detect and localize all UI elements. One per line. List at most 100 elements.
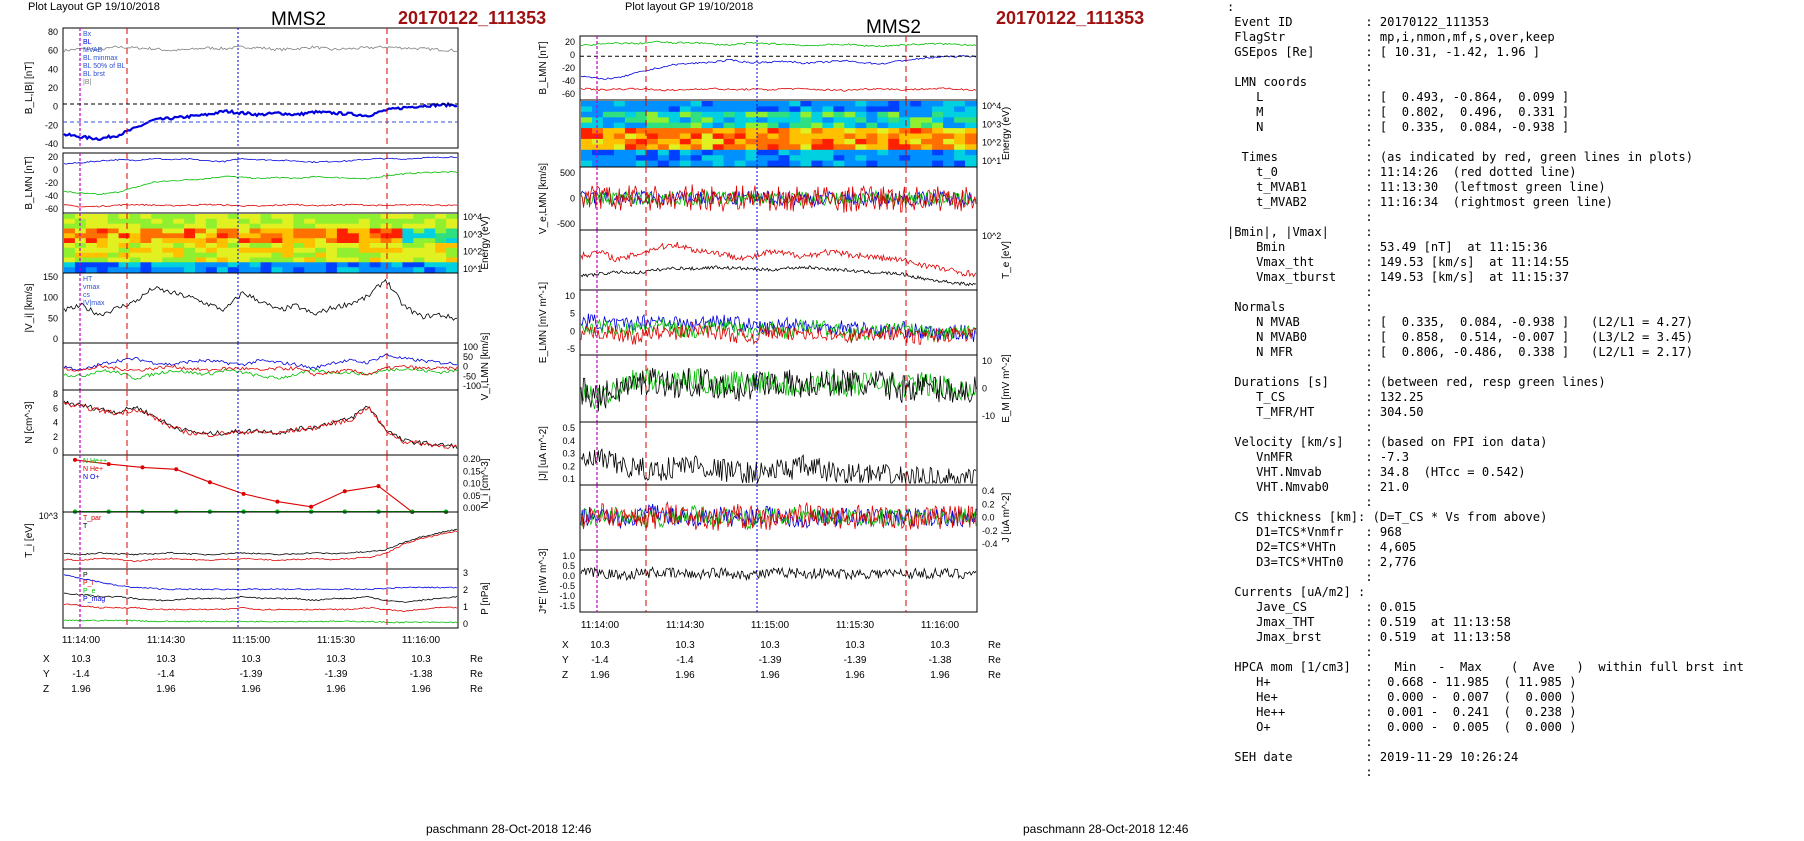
spectrogram-cell	[293, 238, 305, 244]
legend-entry: BL brst	[83, 71, 105, 78]
spectrogram-cell	[413, 214, 425, 220]
spectrogram-cell	[260, 214, 272, 220]
y-axis-label: P [nPa]	[480, 582, 491, 615]
spectrogram-cell	[336, 223, 349, 230]
spectrogram-cell	[118, 218, 131, 225]
spectrogram-cell	[402, 223, 414, 230]
spectrogram-cell	[151, 252, 163, 259]
spectrogram-cell	[701, 155, 714, 162]
spectrogram-cell	[624, 128, 637, 135]
spectrogram-cell	[64, 238, 76, 244]
spectrogram-cell	[866, 160, 878, 167]
spectrogram-cell	[932, 160, 944, 167]
spectrogram-cell	[613, 144, 626, 151]
spectrogram-cell	[954, 122, 966, 129]
spectrogram-cell	[789, 128, 802, 135]
y-tick-label: 10^1	[982, 156, 1001, 166]
spectrogram-cell	[833, 144, 845, 151]
spectrogram-cell	[965, 138, 977, 145]
spectrogram-cell	[778, 144, 791, 151]
spectrogram-cell	[238, 267, 251, 273]
spectrogram-cell	[227, 247, 240, 254]
spectrogram-cell	[932, 144, 944, 151]
spectrogram-cell	[888, 128, 900, 135]
spectrogram-cell	[635, 149, 648, 156]
spectrogram-cell	[855, 111, 867, 118]
spectrogram-cell	[723, 122, 736, 129]
spectrogram-cell	[668, 149, 681, 156]
spectrogram-cell	[315, 238, 327, 244]
spectrogram-cell	[358, 228, 371, 234]
spectrogram-cell	[64, 252, 76, 259]
spectrogram-cell	[271, 228, 283, 234]
spectrogram-cell	[800, 111, 812, 118]
y-tick-label: 0.1	[562, 474, 575, 484]
spectrogram-cell	[822, 138, 834, 145]
spectrogram-cell	[129, 238, 141, 244]
spectrogram-cell	[74, 262, 87, 268]
spectrogram-cell	[613, 133, 626, 140]
series-line	[580, 184, 977, 213]
spectrogram-cell	[592, 138, 604, 145]
spectrogram-cell	[293, 267, 305, 273]
right-panel-7: 0.5 0.4 0.3 0.2 0.1 |J| [uA m^-2]	[538, 421, 978, 486]
spectrogram-cell	[424, 243, 436, 249]
spectrogram-cell	[910, 133, 922, 140]
spectrogram-cell	[910, 101, 922, 107]
spectrogram-cell	[756, 111, 769, 118]
spectrogram-cell	[391, 228, 403, 234]
spectrogram-cell	[107, 257, 120, 263]
spectrogram-cell	[315, 223, 327, 230]
spectrogram-cell	[282, 247, 294, 254]
spectrogram-cell	[358, 218, 371, 225]
pos-unit: Re	[988, 670, 1001, 681]
series-|B|	[63, 45, 458, 53]
spectrogram-cell	[129, 218, 141, 225]
spectrogram-cell	[811, 117, 823, 124]
spectrogram-cell	[413, 233, 425, 239]
spectrogram-cell	[195, 252, 207, 259]
y-tick-label: 10	[982, 356, 992, 366]
spectrogram-cell	[249, 228, 262, 234]
spectrogram-cell	[107, 247, 120, 254]
spectrogram-cell	[64, 233, 76, 239]
spectrogram-cell	[822, 144, 834, 151]
spectrogram-cell	[877, 122, 889, 129]
y-tick-label: 8	[53, 389, 58, 399]
series-line	[580, 318, 977, 343]
spectrogram-cell	[195, 238, 207, 244]
right-panel-4: 10^2T_e [eV]	[579, 229, 1012, 291]
spectrogram-cell	[921, 117, 933, 124]
spectrogram-cell	[435, 218, 447, 225]
y-tick-label: 100	[463, 342, 478, 352]
spectrogram-cell	[855, 160, 867, 167]
pos-row-label: X	[43, 654, 50, 665]
spectrogram-cell	[635, 155, 648, 162]
y-tick-label: 50	[463, 352, 473, 362]
spectrogram-cell	[173, 257, 185, 263]
y-axis-label: B_LMN [nT]	[24, 156, 35, 210]
spectrogram-cell	[844, 117, 856, 124]
y-tick-label: 50	[48, 313, 58, 323]
spectrogram-cell	[64, 218, 76, 225]
y-tick-label: 80	[48, 27, 58, 37]
spectrogram-cell	[271, 243, 283, 249]
spectrogram-cell	[723, 133, 736, 140]
spectrogram-cell	[745, 160, 758, 167]
spectrogram-cell	[613, 117, 626, 124]
y-axis-label: B_LMN [nT]	[538, 41, 549, 95]
spectrogram-cell	[140, 223, 152, 230]
spectrogram-cell	[336, 247, 349, 254]
spectrogram-cell	[602, 149, 615, 156]
spectrogram-cell	[282, 214, 294, 220]
spectrogram-cell	[855, 101, 867, 107]
spectrogram-cell	[140, 243, 152, 249]
spectrogram-cell	[162, 267, 174, 273]
spectrogram-cell	[446, 257, 458, 263]
pos-row-label: X	[562, 640, 569, 651]
spectrogram-cell	[899, 122, 911, 129]
spectrogram-cell	[238, 247, 251, 254]
spectrogram-cell	[932, 101, 944, 107]
spectrogram-cell	[260, 252, 272, 259]
spectrogram-cell	[635, 106, 648, 113]
